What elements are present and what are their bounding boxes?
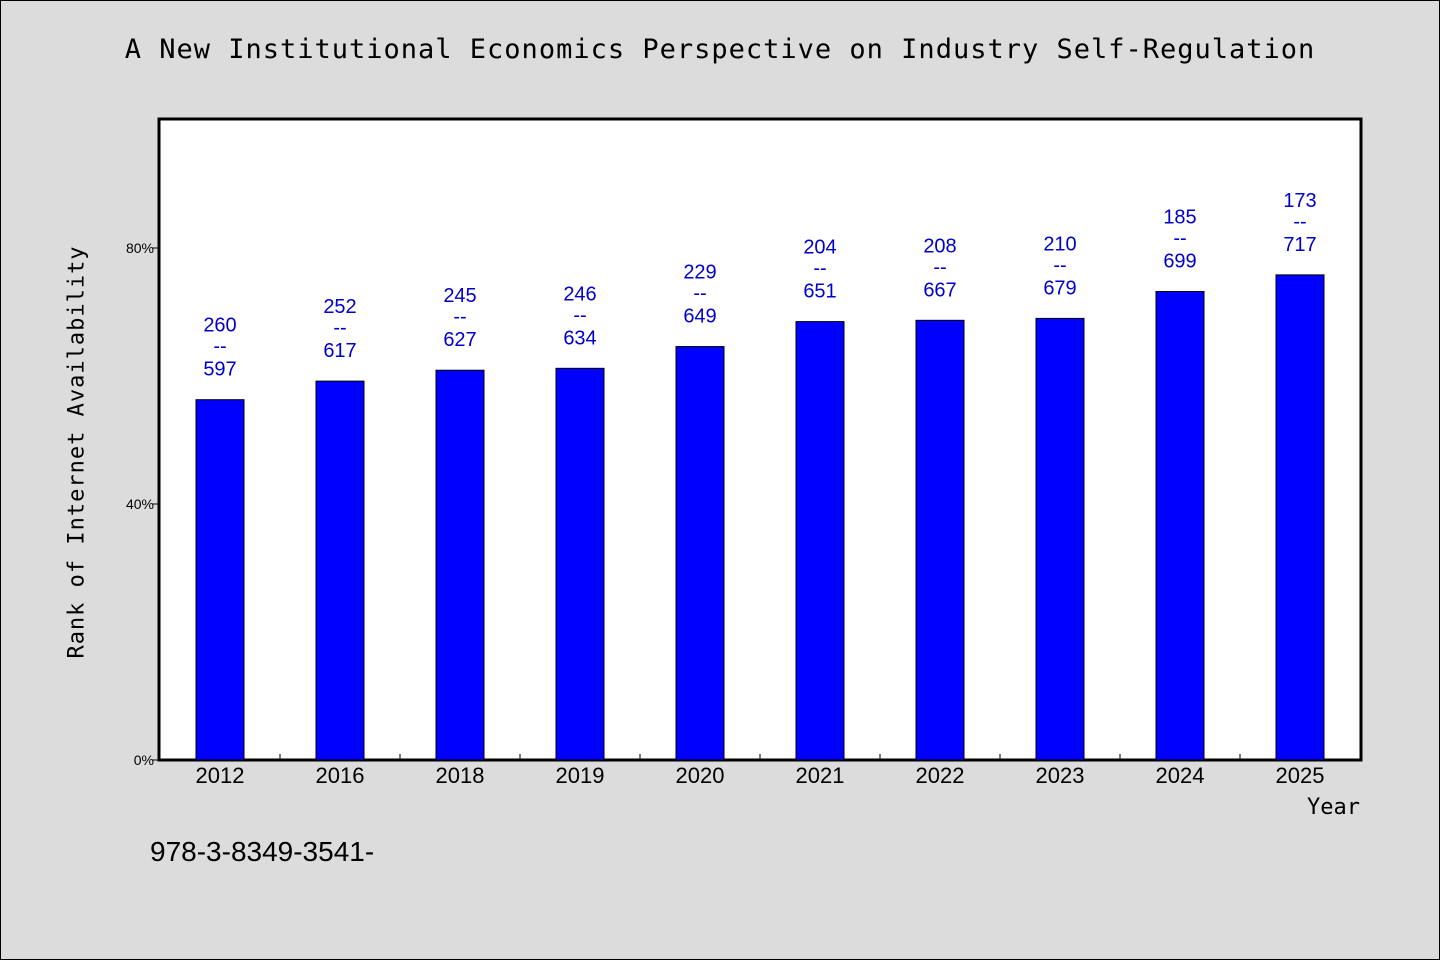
data-label-bottom: 617 (323, 340, 356, 362)
data-label-bottom: 651 (803, 281, 836, 303)
x-tick-label: 2024 (1156, 763, 1205, 788)
x-tick-label: 2021 (796, 763, 845, 788)
y-tick-label: 40% (126, 496, 154, 512)
bar (435, 369, 485, 761)
data-label-separator: -- (1293, 211, 1306, 233)
data-label-bottom: 667 (923, 279, 956, 301)
x-tick-label: 2022 (916, 763, 965, 788)
bar-series (195, 274, 1325, 761)
data-label-bottom: 717 (1283, 234, 1316, 256)
x-tick-label: 2018 (436, 763, 485, 788)
data-label-separator: -- (333, 317, 346, 339)
data-label-top: 185 (1163, 207, 1196, 229)
data-label-top: 210 (1043, 233, 1076, 255)
bar (315, 380, 365, 761)
data-label-bottom: 627 (443, 329, 476, 351)
bar (915, 319, 965, 761)
x-tick-label: 2020 (676, 763, 725, 788)
data-label-top: 229 (683, 262, 716, 284)
data-label-separator: -- (453, 306, 466, 328)
x-tick-label: 2016 (316, 763, 365, 788)
bar (555, 367, 605, 761)
x-tick-label: 2012 (196, 763, 245, 788)
data-label-bottom: 634 (563, 327, 596, 349)
data-label-bottom: 679 (1043, 277, 1076, 299)
data-label-separator: -- (213, 336, 226, 358)
y-axis: 0% 40% 80% (126, 240, 160, 768)
data-label-separator: -- (693, 283, 706, 305)
x-tick-label: 2025 (1276, 763, 1325, 788)
data-label-top: 173 (1283, 190, 1316, 212)
data-label-top: 252 (323, 296, 356, 318)
data-label-top: 245 (443, 285, 476, 307)
x-axis-label: Year (1307, 795, 1360, 820)
data-label-bottom: 699 (1163, 251, 1196, 273)
bar (1155, 291, 1205, 761)
data-label-separator: -- (1053, 254, 1066, 276)
bar (1275, 274, 1325, 761)
data-label-separator: -- (933, 256, 946, 278)
bar (1035, 317, 1085, 761)
data-label-separator: -- (1173, 228, 1186, 250)
data-label-top: 260 (203, 315, 236, 337)
data-label-separator: -- (813, 258, 826, 280)
data-labels: 260--597252--617245--627246--634229--649… (203, 190, 1316, 381)
x-tick-label: 2019 (556, 763, 605, 788)
bar (675, 346, 725, 761)
data-label-separator: -- (573, 304, 586, 326)
bar (195, 399, 245, 761)
bar (795, 321, 845, 761)
data-label-top: 246 (563, 283, 596, 305)
y-tick-label: 80% (126, 240, 154, 256)
data-label-bottom: 597 (203, 359, 236, 381)
footnote-isbn: 978-3-8349-3541- (150, 836, 375, 867)
data-label-bottom: 649 (683, 306, 716, 328)
chart-title: A New Institutional Economics Perspectiv… (124, 34, 1316, 65)
x-axis: 2012 2016 2018 2019 2020 2021 2022 2023 2024 2025 (196, 754, 1325, 788)
data-label-top: 204 (803, 237, 836, 259)
x-tick-label: 2023 (1036, 763, 1085, 788)
y-tick-label: 0% (134, 752, 154, 768)
data-label-top: 208 (923, 235, 956, 257)
